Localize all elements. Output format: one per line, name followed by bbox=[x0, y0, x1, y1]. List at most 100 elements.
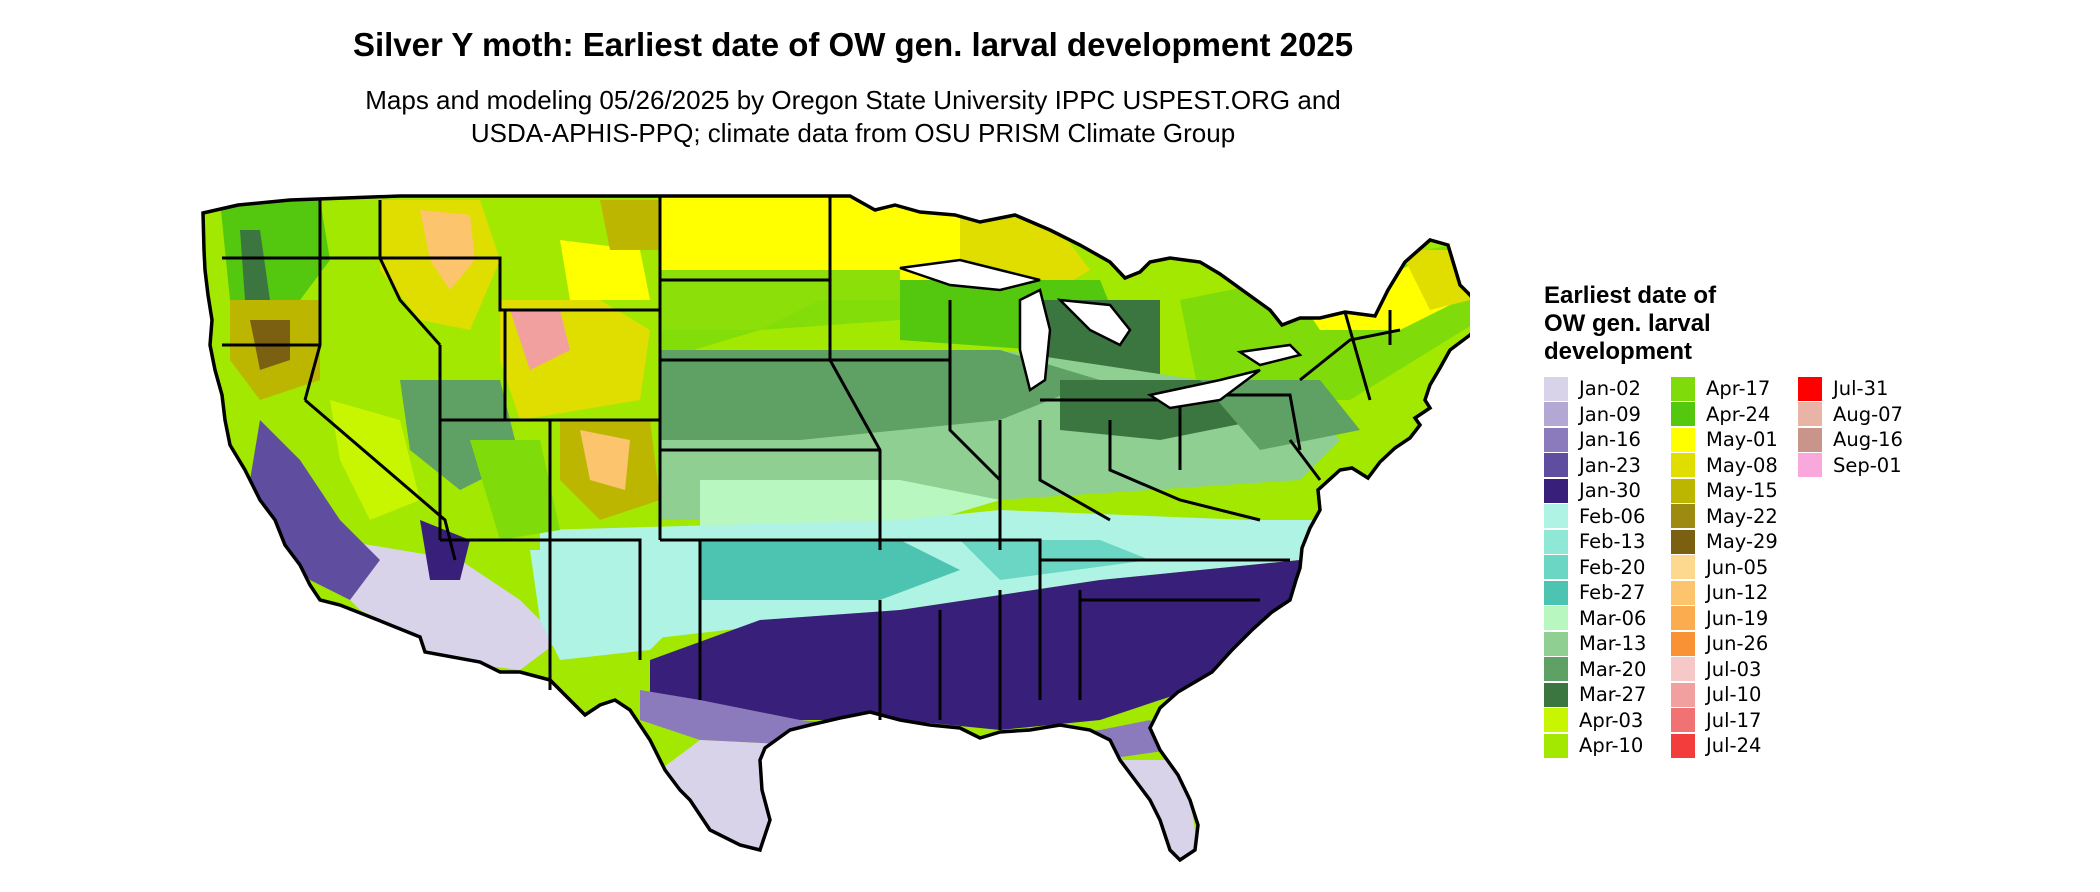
legend-item: Jul-10 bbox=[1671, 682, 1788, 708]
legend-item: Aug-16 bbox=[1798, 427, 1915, 453]
legend-item: Feb-13 bbox=[1544, 529, 1661, 555]
legend-item: Jan-09 bbox=[1544, 402, 1661, 428]
legend-item: Apr-17 bbox=[1671, 376, 1788, 402]
legend-swatch bbox=[1798, 453, 1822, 478]
legend-label: Apr-17 bbox=[1706, 377, 1771, 401]
legend-label: Mar-06 bbox=[1579, 606, 1647, 630]
legend-swatch bbox=[1544, 478, 1568, 503]
great-lakes bbox=[899, 258, 1303, 410]
legend-label: Mar-13 bbox=[1579, 632, 1647, 656]
legend-swatch bbox=[1544, 504, 1568, 529]
legend-item: Feb-20 bbox=[1544, 555, 1661, 581]
legend-title: Earliest date of OW gen. larval developm… bbox=[1544, 282, 1717, 365]
legend-item: Apr-03 bbox=[1544, 708, 1661, 734]
legend-item: Jan-23 bbox=[1544, 453, 1661, 479]
legend-item: May-08 bbox=[1671, 453, 1788, 479]
legend-swatch bbox=[1671, 453, 1695, 478]
legend-swatch bbox=[1671, 504, 1695, 529]
legend-label: Jul-31 bbox=[1833, 377, 1889, 401]
legend-item: Jun-05 bbox=[1671, 555, 1788, 581]
legend-label: May-29 bbox=[1706, 530, 1778, 554]
legend-label: May-01 bbox=[1706, 428, 1778, 452]
legend-label: Mar-27 bbox=[1579, 683, 1647, 707]
legend-item: Jan-30 bbox=[1544, 478, 1661, 504]
legend-swatch bbox=[1544, 427, 1568, 452]
legend-item: Jan-02 bbox=[1544, 376, 1661, 402]
legend-swatch bbox=[1544, 682, 1568, 707]
legend-item: Jul-24 bbox=[1671, 733, 1788, 759]
legend-item: Mar-27 bbox=[1544, 682, 1661, 708]
legend-label: May-15 bbox=[1706, 479, 1778, 503]
legend-label: Jul-03 bbox=[1706, 657, 1762, 681]
legend-swatch bbox=[1544, 657, 1568, 682]
legend-item: May-29 bbox=[1671, 529, 1788, 555]
legend-swatch bbox=[1671, 402, 1695, 427]
legend-label: Jul-10 bbox=[1706, 683, 1762, 707]
legend-item: Mar-06 bbox=[1544, 606, 1661, 632]
legend-column: Jan-02 Jan-09 Jan-16 Jan-23 Jan-30 Feb-06 Feb-… bbox=[1544, 376, 1661, 759]
legend-swatch bbox=[1544, 453, 1568, 478]
legend-swatch bbox=[1671, 606, 1695, 631]
legend-label: Apr-10 bbox=[1579, 734, 1644, 758]
legend-label: Jul-17 bbox=[1706, 708, 1762, 732]
legend-label: Jun-05 bbox=[1706, 555, 1769, 579]
legend-item: Sep-01 bbox=[1798, 453, 1915, 479]
legend-item: Feb-06 bbox=[1544, 504, 1661, 530]
legend-swatch bbox=[1798, 376, 1822, 401]
legend-label: Jan-09 bbox=[1579, 402, 1641, 426]
map-subtitle: Maps and modeling 05/26/2025 by Oregon S… bbox=[0, 84, 1706, 150]
legend-swatch bbox=[1544, 376, 1568, 401]
legend-item: Jul-31 bbox=[1798, 376, 1915, 402]
legend-swatch bbox=[1798, 427, 1822, 452]
legend-swatch bbox=[1544, 529, 1568, 554]
map-fill-zones bbox=[203, 196, 1470, 860]
legend-label: Jun-12 bbox=[1706, 581, 1769, 605]
legend-swatch bbox=[1671, 478, 1695, 503]
legend-item: Jul-03 bbox=[1671, 657, 1788, 683]
legend-label: Sep-01 bbox=[1833, 453, 1902, 477]
legend-label: Jan-16 bbox=[1579, 428, 1641, 452]
legend-label: Apr-24 bbox=[1706, 402, 1771, 426]
legend-swatch bbox=[1671, 631, 1695, 656]
legend-label: Jun-26 bbox=[1706, 632, 1769, 656]
legend-label: Jan-23 bbox=[1579, 453, 1641, 477]
legend-item: Apr-10 bbox=[1544, 733, 1661, 759]
legend-item: Feb-27 bbox=[1544, 580, 1661, 606]
legend-swatch bbox=[1798, 402, 1822, 427]
legend-label: May-08 bbox=[1706, 453, 1778, 477]
legend-label: May-22 bbox=[1706, 504, 1778, 528]
subtitle-line-2: USDA-APHIS-PPQ; climate data from OSU PR… bbox=[470, 118, 1236, 148]
state-borders bbox=[222, 196, 1401, 730]
legend-item: May-01 bbox=[1671, 427, 1788, 453]
legend-swatch bbox=[1544, 606, 1568, 631]
legend-swatch bbox=[1544, 580, 1568, 605]
legend-entries: Jan-02 Jan-09 Jan-16 Jan-23 Jan-30 Feb-06 Feb-… bbox=[1544, 376, 1915, 759]
legend-item: May-22 bbox=[1671, 504, 1788, 530]
map-title: Silver Y moth: Earliest date of OW gen. … bbox=[352, 26, 1354, 63]
legend-swatch bbox=[1671, 427, 1695, 452]
legend-label: Mar-20 bbox=[1579, 657, 1647, 681]
legend-column: Apr-17 Apr-24 May-01 May-08 May-15 May-22 May-… bbox=[1671, 376, 1788, 759]
legend-label: Feb-13 bbox=[1579, 530, 1646, 554]
legend-item: Jun-26 bbox=[1671, 631, 1788, 657]
legend-swatch bbox=[1671, 682, 1695, 707]
legend-item: Apr-24 bbox=[1671, 402, 1788, 428]
legend-column: Jul-31 Aug-07 Aug-16 Sep-01 bbox=[1798, 376, 1915, 759]
legend-swatch bbox=[1544, 733, 1568, 758]
legend-swatch bbox=[1544, 402, 1568, 427]
legend-label: Jun-19 bbox=[1706, 606, 1769, 630]
legend-swatch bbox=[1544, 708, 1568, 733]
legend-label: Aug-16 bbox=[1833, 428, 1903, 452]
legend-swatch bbox=[1671, 580, 1695, 605]
legend-label: Feb-27 bbox=[1579, 581, 1646, 605]
legend-item: Jun-12 bbox=[1671, 580, 1788, 606]
legend: Earliest date of OW gen. larval developm… bbox=[1544, 282, 1915, 759]
legend-item: Aug-07 bbox=[1798, 402, 1915, 428]
legend-label: Jan-30 bbox=[1579, 479, 1641, 503]
legend-swatch bbox=[1671, 733, 1695, 758]
legend-item: May-15 bbox=[1671, 478, 1788, 504]
legend-swatch bbox=[1671, 708, 1695, 733]
legend-item: Mar-13 bbox=[1544, 631, 1661, 657]
legend-swatch bbox=[1544, 555, 1568, 580]
subtitle-line-1: Maps and modeling 05/26/2025 by Oregon S… bbox=[365, 85, 1341, 115]
